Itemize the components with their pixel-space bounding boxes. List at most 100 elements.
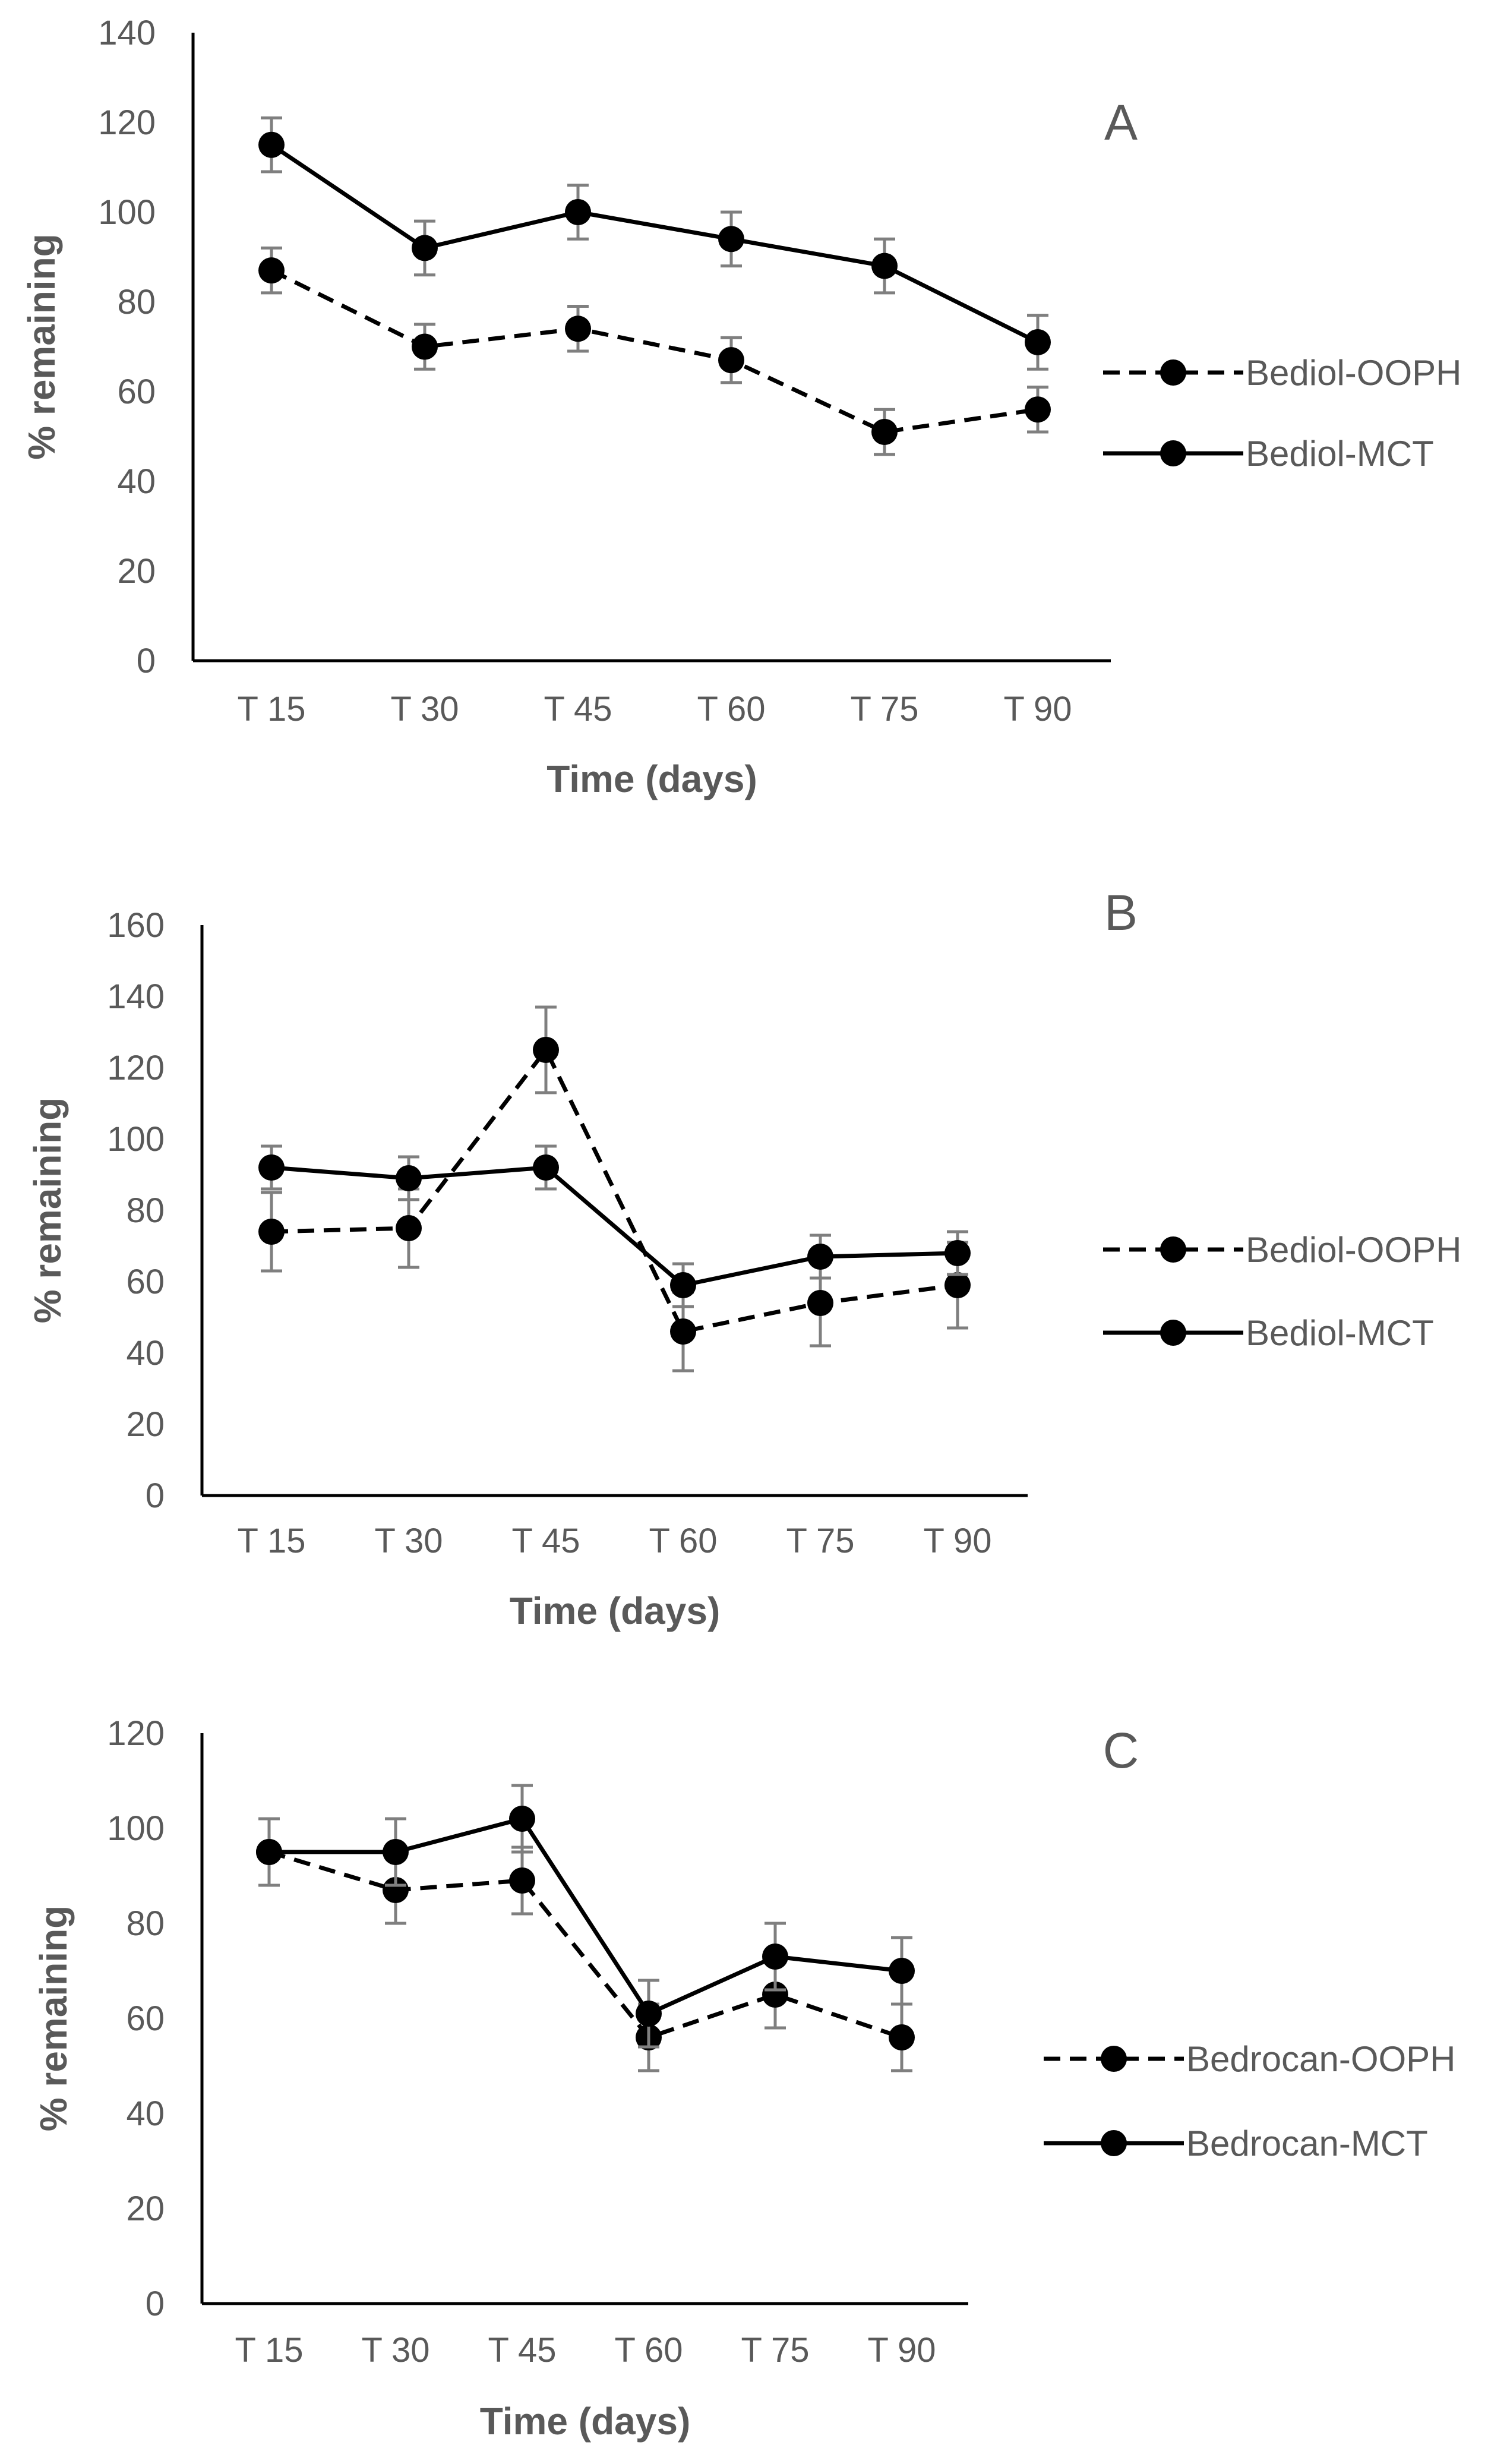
x-tick-label: T 90 (923, 1522, 991, 1560)
series-bediol-ooph (258, 246, 1051, 456)
legend-marker (1101, 2130, 1127, 2156)
y-tick-label: 0 (146, 2285, 165, 2323)
y-axis-label: % remaining (32, 1905, 75, 2132)
y-tick-label: 120 (107, 1049, 165, 1087)
series-line (270, 269, 1038, 434)
x-axis-label: Time (days) (510, 1589, 721, 1632)
y-tick-label: 20 (126, 1405, 165, 1444)
panel-label: A (1104, 94, 1138, 150)
y-tick-label: 40 (126, 1334, 165, 1373)
data-point (412, 235, 438, 261)
y-tick-label: 40 (117, 462, 156, 501)
data-point (396, 1165, 422, 1191)
legend-label: Bediol-MCT (1246, 434, 1434, 474)
legend-marker (1101, 2046, 1127, 2072)
series-bedrocan-mct (256, 1784, 915, 2049)
data-point (412, 333, 438, 360)
data-point (1025, 396, 1051, 423)
legend-label: Bediol-MCT (1246, 1313, 1434, 1353)
panel-b: 0 20 40 60 80 100 120 140 160 T 15 T 30 T 45 T 60 T 7… (26, 885, 1462, 1632)
legend-marker (1160, 440, 1186, 466)
series-bediol-ooph (258, 1005, 971, 1373)
data-point (944, 1272, 971, 1298)
y-tick-label: 0 (137, 642, 156, 680)
x-tick-label: T 30 (374, 1522, 443, 1560)
series-line (268, 1850, 903, 2040)
legend-label: Bediol-OOPH (1246, 353, 1461, 393)
panel-c: 0 20 40 60 80 100 120 T 15 T 30 T 45 T 60 T 75 T 90 T… (32, 1714, 1456, 2443)
x-axis-label: Time (days) (546, 758, 757, 800)
y-tick-label: 40 (126, 2094, 165, 2133)
series-line (269, 1816, 902, 2016)
data-point (807, 1290, 833, 1316)
data-point (762, 1982, 788, 2008)
x-tick-label: T 60 (614, 2331, 683, 2370)
y-tick-label: 60 (117, 373, 156, 411)
legend-entry: Bediol-OOPH (1103, 1230, 1461, 1270)
x-tick-label: T 75 (850, 690, 918, 728)
x-tick-label: T 15 (237, 690, 305, 728)
x-tick-label: T 30 (361, 2331, 429, 2370)
y-axis-label: % remaining (20, 234, 63, 460)
data-point (533, 1154, 559, 1181)
x-tick-label: T 90 (867, 2331, 936, 2370)
data-point (871, 253, 898, 279)
x-tick-label: T 75 (741, 2331, 809, 2370)
data-point (509, 1806, 535, 1832)
data-point (718, 226, 744, 253)
y-tick-label: 140 (98, 14, 156, 52)
data-point (565, 316, 591, 342)
panel-a: 0 20 40 60 80 100 120 140 T 15 T 30 T 45 T 60 T 75 T … (20, 14, 1462, 800)
x-tick-label: T 45 (488, 2331, 556, 2370)
series-line (271, 1165, 958, 1288)
legend-label: Bediol-OOPH (1246, 1230, 1461, 1270)
data-point (383, 1839, 409, 1865)
x-tick-label: T 30 (390, 690, 459, 728)
data-point (396, 1215, 422, 1241)
data-point (807, 1244, 833, 1270)
y-tick-label: 160 (107, 906, 165, 945)
y-tick-label: 80 (126, 1904, 165, 1943)
y-tick-label: 80 (126, 1191, 165, 1230)
x-tick-label: T 15 (237, 1522, 305, 1560)
series-line (271, 1048, 958, 1334)
data-point (509, 1867, 535, 1894)
legend-marker (1160, 1320, 1186, 1346)
x-axis-label: Time (days) (480, 2400, 691, 2443)
series-bediol-mct (258, 116, 1051, 371)
legend-label: Bedrocan-OOPH (1186, 2039, 1456, 2079)
y-axis-label: % remaining (26, 1097, 69, 1324)
legend-entry: Bediol-OOPH (1103, 353, 1461, 393)
y-tick-label: 120 (107, 1714, 165, 1753)
y-tick-label: 100 (107, 1120, 165, 1159)
x-tick-label: T 75 (786, 1522, 854, 1560)
data-point (636, 2001, 662, 2027)
data-point (944, 1240, 971, 1266)
data-point (258, 1154, 285, 1181)
series-bedrocan-ooph (256, 1817, 915, 2072)
legend-entry: Bediol-MCT (1103, 1313, 1434, 1353)
data-point (670, 1318, 696, 1345)
y-tick-label: 60 (126, 1263, 165, 1301)
x-tick-label: T 45 (511, 1522, 580, 1560)
y-tick-label: 120 (98, 103, 156, 142)
legend-entry: Bediol-MCT (1103, 434, 1434, 474)
y-tick-label: 80 (117, 283, 156, 321)
data-point (565, 199, 591, 225)
y-tick-label: 20 (126, 2189, 165, 2228)
series-line (270, 143, 1039, 345)
data-point (670, 1272, 696, 1298)
data-point (383, 1877, 409, 1903)
series-bediol-mct (258, 1144, 971, 1308)
y-tick-label: 100 (98, 193, 156, 232)
data-point (718, 347, 744, 374)
data-point (258, 1219, 285, 1245)
data-point (889, 2024, 915, 2050)
y-tick-label: 60 (126, 1999, 165, 2038)
legend-entry: Bedrocan-MCT (1044, 2124, 1428, 2163)
legend-marker (1160, 1236, 1186, 1263)
data-point (256, 1839, 282, 1865)
x-tick-label: T 15 (235, 2331, 303, 2370)
